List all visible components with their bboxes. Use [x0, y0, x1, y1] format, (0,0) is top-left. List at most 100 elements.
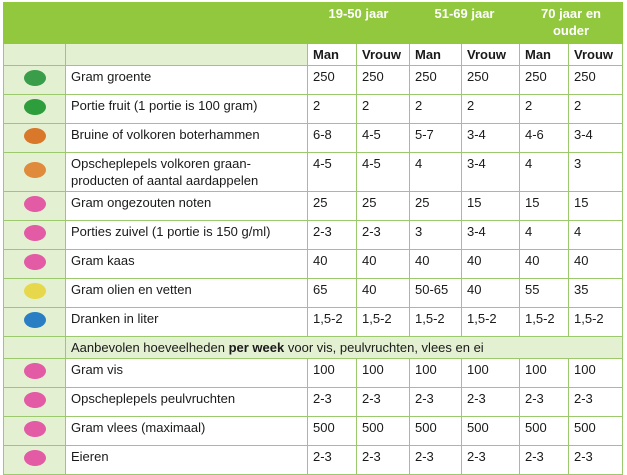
amount: 2-3	[519, 445, 569, 475]
amount: 100	[461, 358, 520, 388]
amount: 65	[307, 278, 357, 308]
amount: 2-3	[307, 445, 357, 475]
amount: 4-5	[356, 152, 410, 192]
icon-cell	[3, 445, 66, 475]
amount: 4	[519, 152, 569, 192]
food-icon	[23, 283, 46, 299]
icon-cell	[3, 220, 66, 250]
food-row: Gram kaas 40 40 40 40 40 40	[3, 249, 623, 279]
header-row: 19-50 jaar 51-69 jaar 70 jaar en ouder	[3, 2, 623, 44]
food-icon	[23, 99, 46, 115]
amount: 2	[356, 94, 410, 124]
amount: 100	[568, 358, 623, 388]
amount: 3	[568, 152, 623, 192]
amount: 1,5-2	[409, 307, 462, 337]
amount: 3-4	[461, 152, 520, 192]
amount: 100	[356, 358, 410, 388]
food-icon	[23, 450, 46, 466]
amount: 4-6	[519, 123, 569, 153]
amount: 2-3	[307, 387, 357, 417]
food-icon	[23, 254, 46, 270]
food-icon	[23, 363, 46, 379]
amount: 250	[409, 65, 462, 95]
amount: 2	[307, 94, 357, 124]
icon-cell	[3, 416, 66, 446]
label-cell	[65, 43, 308, 66]
amount: 40	[356, 278, 410, 308]
amount: 4	[409, 152, 462, 192]
amount: 50-65	[409, 278, 462, 308]
amount: 2-3	[409, 387, 462, 417]
food-label: Porties zuivel (1 portie is 150 g/ml)	[65, 220, 308, 250]
icon-cell	[3, 152, 66, 192]
food-icon	[23, 70, 46, 86]
amount: 4	[568, 220, 623, 250]
amount: 500	[307, 416, 357, 446]
food-row: Eieren 2-3 2-3 2-3 2-3 2-3 2-3	[3, 445, 623, 475]
amount: 2	[519, 94, 569, 124]
amount: 25	[409, 191, 462, 221]
food-icon	[23, 225, 46, 241]
sex: Vrouw	[568, 43, 623, 66]
amount: 2-3	[356, 445, 410, 475]
icon-cell	[3, 307, 66, 337]
amount: 15	[568, 191, 623, 221]
amount: 2-3	[356, 220, 410, 250]
icon-cell	[3, 336, 66, 359]
icon-cell	[3, 249, 66, 279]
amount: 3-4	[568, 123, 623, 153]
amount: 500	[568, 416, 623, 446]
age-group: 51-69 jaar	[409, 2, 520, 44]
amount: 500	[409, 416, 462, 446]
food-row: Gram ongezouten noten 25 25 25 15 15 15	[3, 191, 623, 221]
amount: 2-3	[568, 445, 623, 475]
amount: 15	[519, 191, 569, 221]
age-group: 19-50 jaar	[307, 2, 410, 44]
food-icon	[23, 162, 46, 178]
amount: 250	[519, 65, 569, 95]
amount: 1,5-2	[307, 307, 357, 337]
food-label: Opscheplepels peulvruchten	[65, 387, 308, 417]
food-icon	[23, 128, 46, 144]
icon-cell	[3, 278, 66, 308]
amount: 2-3	[307, 220, 357, 250]
food-label: Portie fruit (1 portie is 100 gram)	[65, 94, 308, 124]
sex: Man	[519, 43, 569, 66]
amount: 3-4	[461, 220, 520, 250]
note-text: voor vis, peulvruchten, vlees en ei	[287, 340, 484, 355]
amount: 250	[356, 65, 410, 95]
food-label: Gram kaas	[65, 249, 308, 279]
age-group: 70 jaar en ouder	[519, 2, 623, 44]
amount: 2-3	[461, 445, 520, 475]
food-label: Gram vis	[65, 358, 308, 388]
amount: 4-5	[356, 123, 410, 153]
amount: 2-3	[409, 445, 462, 475]
amount: 25	[356, 191, 410, 221]
icon-cell	[3, 387, 66, 417]
amount: 100	[307, 358, 357, 388]
note-bold: per week	[228, 340, 285, 355]
amount: 500	[356, 416, 410, 446]
food-icon	[23, 312, 46, 328]
nutrition-table: 19-50 jaar 51-69 jaar 70 jaar en ouder Man V…	[3, 2, 623, 475]
sex: Vrouw	[356, 43, 410, 66]
food-label: Gram vlees (maximaal)	[65, 416, 308, 446]
amount: 4-5	[307, 152, 357, 192]
amount: 2-3	[356, 387, 410, 417]
amount: 100	[409, 358, 462, 388]
food-label: Dranken in liter	[65, 307, 308, 337]
food-icon	[23, 196, 46, 212]
icon-cell	[3, 43, 66, 66]
note-row: Aanbevolen hoeveelheden per week voor vi…	[3, 336, 623, 359]
note-text: Aanbevolen hoeveelheden	[71, 340, 225, 355]
food-label: Bruine of volkoren boterhammen	[65, 123, 308, 153]
amount: 3-4	[461, 123, 520, 153]
food-label: Gram olien en vetten	[65, 278, 308, 308]
amount: 35	[568, 278, 623, 308]
amount: 6-8	[307, 123, 357, 153]
header-empty	[3, 2, 308, 44]
icon-cell	[3, 358, 66, 388]
food-icon	[23, 392, 46, 408]
amount: 2	[461, 94, 520, 124]
